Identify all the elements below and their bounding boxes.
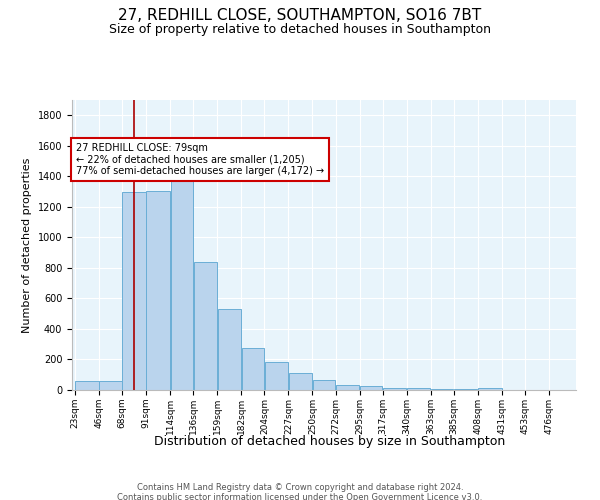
Bar <box>100 381 122 390</box>
Text: Contains HM Land Registry data © Crown copyright and database right 2024.: Contains HM Land Registry data © Crown c… <box>137 482 463 492</box>
Bar <box>218 309 241 390</box>
Text: Contains public sector information licensed under the Open Government Licence v3: Contains public sector information licen… <box>118 492 482 500</box>
Bar <box>313 380 335 390</box>
Bar <box>170 180 193 390</box>
Bar <box>76 381 99 390</box>
Bar <box>336 384 359 390</box>
Bar <box>383 388 406 390</box>
Text: Size of property relative to detached houses in Southampton: Size of property relative to detached ho… <box>109 22 491 36</box>
Bar <box>478 388 502 390</box>
Y-axis label: Number of detached properties: Number of detached properties <box>22 158 32 332</box>
Text: 27 REDHILL CLOSE: 79sqm
← 22% of detached houses are smaller (1,205)
77% of semi: 27 REDHILL CLOSE: 79sqm ← 22% of detache… <box>76 142 325 176</box>
Bar <box>454 389 478 390</box>
Bar <box>122 192 146 390</box>
Bar <box>431 389 454 390</box>
Bar <box>360 386 382 390</box>
Text: Distribution of detached houses by size in Southampton: Distribution of detached houses by size … <box>154 435 506 448</box>
Bar <box>289 373 312 390</box>
Text: 27, REDHILL CLOSE, SOUTHAMPTON, SO16 7BT: 27, REDHILL CLOSE, SOUTHAMPTON, SO16 7BT <box>118 8 482 22</box>
Bar <box>242 348 264 390</box>
Bar <box>194 262 217 390</box>
Bar <box>146 191 170 390</box>
Bar <box>265 362 288 390</box>
Bar <box>407 388 430 390</box>
